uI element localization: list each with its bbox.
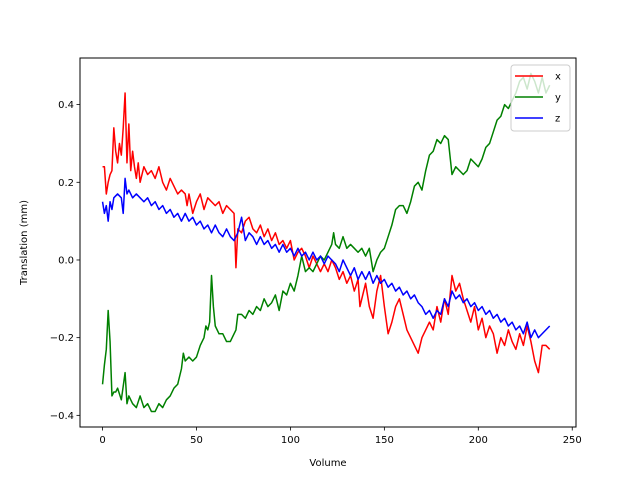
y-tick-label: 0.2 [58,178,74,189]
x-axis-label: Volume [309,458,346,469]
x-tick-label: 0 [99,435,105,446]
y-axis-ticks: −0.4 −0.2 0.0 0.2 0.4 [50,100,80,422]
series-line-x [102,92,551,374]
x-tick-label: 200 [469,435,488,446]
series-line-z [101,177,551,339]
series-line-y [101,72,551,413]
series-layer [101,72,551,413]
legend-label-z: z [555,114,560,125]
legend-box [510,64,571,132]
y-tick-label: 0.4 [58,100,74,111]
x-tick-label: 250 [563,435,582,446]
x-tick-label: 100 [281,435,300,446]
y-axis-label: Translation (mm) [19,200,30,286]
legend-label-x: x [555,72,561,83]
y-tick-label: −0.2 [50,333,74,344]
x-tick-label: 50 [190,435,203,446]
legend-label-y: y [555,93,561,104]
x-axis-ticks: 0 50 100 150 200 250 [99,427,582,446]
legend: xyz [510,64,571,132]
plot-frame [79,57,577,428]
y-tick-label: 0.0 [58,255,74,266]
y-tick-label: −0.4 [50,411,74,422]
x-tick-label: 150 [375,435,394,446]
